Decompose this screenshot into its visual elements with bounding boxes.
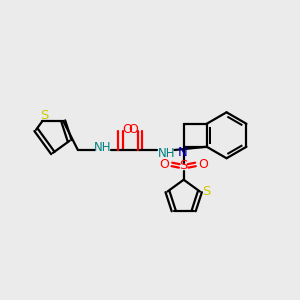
Text: NH: NH (94, 141, 112, 154)
Text: NH: NH (158, 147, 175, 160)
Text: N: N (177, 146, 187, 159)
Text: O: O (128, 123, 138, 136)
Text: O: O (160, 158, 170, 171)
Text: S: S (40, 109, 48, 122)
Text: O: O (198, 158, 208, 171)
Text: S: S (179, 159, 188, 172)
Text: O: O (122, 123, 132, 136)
Text: S: S (202, 185, 210, 198)
